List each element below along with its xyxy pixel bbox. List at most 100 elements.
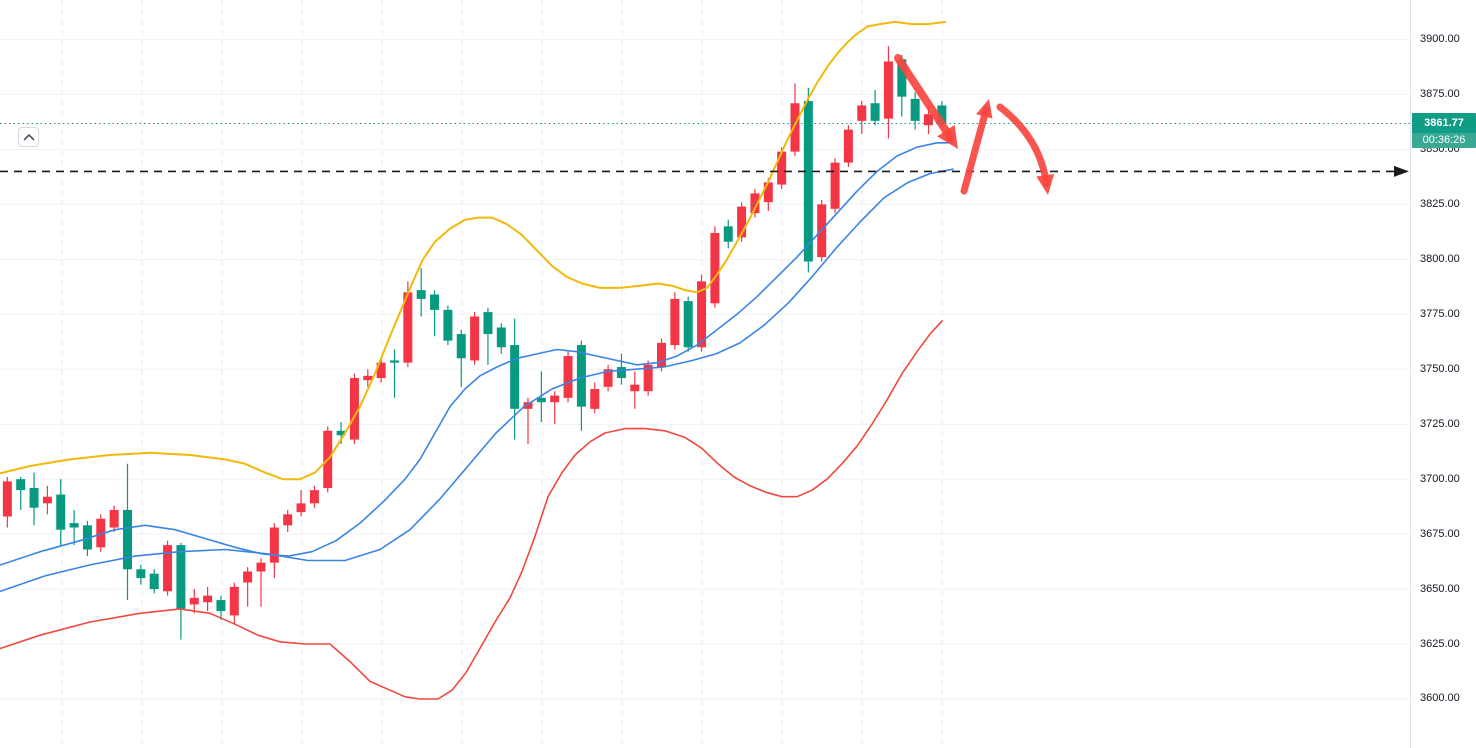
candle-body xyxy=(189,597,199,605)
candle-body xyxy=(203,595,213,603)
chevron-up-icon xyxy=(23,134,34,141)
candle-body xyxy=(510,345,520,409)
price-tick-label: 3725.00 xyxy=(1420,417,1460,430)
candle-body xyxy=(416,290,426,299)
chart-plot-area[interactable] xyxy=(0,0,1410,748)
price-tick-label: 3875.00 xyxy=(1420,87,1460,100)
candle-body xyxy=(937,105,947,124)
candle-body xyxy=(910,98,920,121)
candle-body xyxy=(269,527,279,563)
chart-canvas[interactable] xyxy=(0,0,1410,748)
forecast-arrow-down-1-head-icon[interactable] xyxy=(937,124,958,149)
horizontal-ray-arrowhead-icon[interactable] xyxy=(1394,165,1409,177)
bb-lower-band-line xyxy=(0,320,943,700)
candle-body xyxy=(56,494,66,530)
price-tick-label: 3600.00 xyxy=(1420,692,1460,705)
forecast-arrow-down-2-head-icon[interactable] xyxy=(1036,173,1055,195)
candle-body xyxy=(403,292,413,363)
candle-body xyxy=(229,586,239,616)
price-tick-label: 3775.00 xyxy=(1420,307,1460,320)
candle-body xyxy=(843,129,853,163)
candle-body xyxy=(763,182,773,203)
candle-body xyxy=(777,151,787,185)
candle-body xyxy=(536,397,546,403)
candle-body xyxy=(576,345,586,407)
candle-body xyxy=(336,430,346,436)
candle-body xyxy=(176,545,186,609)
candle-body xyxy=(243,571,253,583)
candle-body xyxy=(897,59,907,97)
candle-body xyxy=(256,562,266,572)
candle-body xyxy=(149,573,159,590)
candle-body xyxy=(123,509,132,570)
candle-body xyxy=(29,487,39,508)
candle-body xyxy=(296,503,306,513)
price-tick-label: 3900.00 xyxy=(1420,33,1460,45)
candle-body xyxy=(283,514,293,526)
bb-upper-band-line xyxy=(0,20,946,481)
candle-body xyxy=(857,105,867,121)
price-tick-label: 3700.00 xyxy=(1420,472,1460,485)
candle-body xyxy=(309,490,319,504)
forecast-arrow-up[interactable] xyxy=(960,105,990,195)
price-tick-label: 3825.00 xyxy=(1420,197,1460,210)
ma-fast-line xyxy=(0,142,954,566)
candle-body xyxy=(430,294,440,310)
candle-body xyxy=(163,545,173,592)
candle-body xyxy=(657,342,666,368)
ma-slow-line xyxy=(0,168,954,593)
candle-body xyxy=(136,569,146,579)
candle-body xyxy=(710,232,720,304)
candle-body xyxy=(883,61,893,119)
price-tick-label: 3625.00 xyxy=(1420,637,1460,650)
candle-body xyxy=(590,389,600,409)
price-axis[interactable]: 3900.00 3875.00 3850.00 3825.00 3800.00 3775.… xyxy=(1410,0,1476,748)
candle-body xyxy=(470,316,480,361)
collapse-legend-button[interactable] xyxy=(18,127,39,147)
candle-body xyxy=(443,309,453,341)
candle-body xyxy=(790,103,800,152)
last-price-badge: 3861.77 00:36:26 xyxy=(1412,113,1476,149)
candle-body xyxy=(616,367,626,379)
forecast-arrow-down-2[interactable] xyxy=(996,103,1050,187)
candle-body xyxy=(803,101,813,262)
candle-body xyxy=(69,523,79,528)
candle-body xyxy=(523,402,533,409)
candle-body xyxy=(363,375,373,381)
candle-body xyxy=(830,162,840,209)
bar-countdown: 00:36:26 xyxy=(1412,133,1476,149)
price-tick-label: 3800.00 xyxy=(1420,252,1460,265)
candle-body xyxy=(349,378,359,440)
candle-body xyxy=(603,369,613,387)
candle-body xyxy=(390,360,399,363)
candle-body xyxy=(550,395,560,403)
candle-body xyxy=(683,301,693,348)
candle-body xyxy=(109,509,119,528)
candle-body xyxy=(16,479,26,491)
last-price-value: 3861.77 xyxy=(1412,113,1476,134)
price-tick-label: 3650.00 xyxy=(1420,582,1460,595)
forecast-arrow-up-head-icon[interactable] xyxy=(976,99,993,119)
candle-body xyxy=(630,384,640,392)
price-tick-label: 3675.00 xyxy=(1420,527,1460,540)
candle-body xyxy=(376,362,386,379)
candle-body xyxy=(216,600,226,612)
price-tick-label: 3750.00 xyxy=(1420,362,1460,375)
forecast-arrow-down-1[interactable] xyxy=(894,54,955,142)
candle-body xyxy=(697,281,707,348)
candle-body xyxy=(82,525,92,550)
candle-body xyxy=(496,327,506,348)
candle-body xyxy=(870,103,880,121)
candle-body xyxy=(643,364,653,392)
candle-body xyxy=(750,193,760,214)
candle-body xyxy=(737,206,747,238)
candle-body xyxy=(723,226,733,242)
candle-body xyxy=(483,312,493,335)
candle-body xyxy=(670,298,680,346)
candle-body xyxy=(924,114,933,126)
candle-body xyxy=(42,496,52,504)
candle-body xyxy=(563,356,573,398)
candle-body xyxy=(2,481,12,517)
candle-body xyxy=(96,518,106,548)
